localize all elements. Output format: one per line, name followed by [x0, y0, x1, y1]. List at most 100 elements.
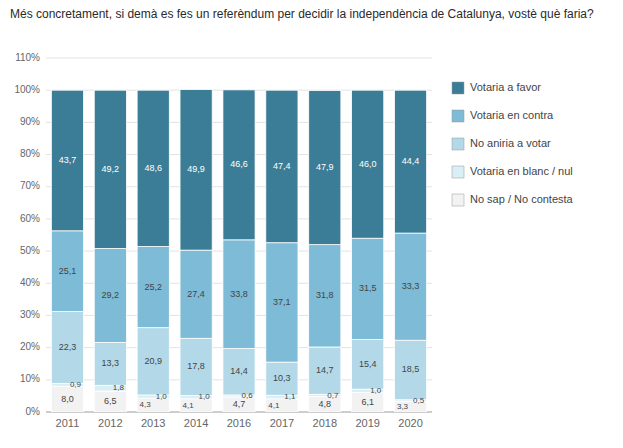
bar-segment	[394, 90, 426, 233]
x-tick-label: 2014	[184, 417, 208, 429]
data-label: 15,4	[359, 359, 377, 369]
bar-segment	[51, 231, 83, 312]
data-label: 20,9	[144, 356, 162, 366]
x-tick-label: 2012	[98, 417, 122, 429]
x-tick-label: 2017	[270, 417, 294, 429]
bar-segment	[223, 349, 255, 395]
data-label: 31,5	[359, 283, 377, 293]
data-label: 0,6	[241, 391, 253, 400]
legend-label: No sap / No contesta	[470, 193, 574, 205]
data-label: 4,3	[140, 400, 152, 409]
bar-segment	[223, 90, 255, 240]
bar-segment	[51, 312, 83, 384]
legend-label: Votaria a favor	[470, 81, 541, 93]
bar-segment	[266, 362, 298, 395]
grid-line	[46, 58, 432, 59]
legend-swatch	[452, 110, 464, 122]
bar-segment	[352, 238, 384, 339]
data-label: 1,0	[199, 392, 211, 401]
data-label: 4,7	[233, 399, 246, 409]
y-tick-label: 110%	[15, 52, 40, 63]
bar-segment	[352, 340, 384, 390]
bar-segment	[94, 391, 126, 412]
data-label: 37,1	[273, 297, 291, 307]
bar-segment	[394, 340, 426, 400]
bar-segment	[266, 243, 298, 362]
legend-swatch	[452, 82, 464, 94]
grid	[46, 58, 432, 412]
bar-segment	[180, 250, 212, 338]
data-labels: 8,06,54,34,14,74,14,86,13,30,91,81,01,00…	[59, 155, 425, 411]
bar-segment	[180, 338, 212, 395]
data-label: 44,4	[402, 156, 420, 166]
data-label: 25,1	[59, 266, 77, 276]
data-label: 43,7	[59, 155, 77, 165]
data-label: 8,0	[61, 394, 74, 404]
data-label: 33,8	[230, 289, 248, 299]
y-tick-label: 100%	[14, 84, 40, 95]
data-label: 22,3	[59, 342, 77, 352]
data-label: 33,3	[402, 281, 420, 291]
data-label: 4,1	[268, 401, 280, 410]
data-label: 46,0	[359, 159, 377, 169]
x-tick-label: 2018	[313, 417, 337, 429]
data-label: 6,5	[104, 396, 117, 406]
data-label: 0,5	[413, 396, 425, 405]
title: Més concretament, si demà es fes un refe…	[10, 6, 610, 22]
data-label: 14,4	[230, 366, 248, 376]
data-label: 27,4	[187, 289, 205, 299]
bar-segment	[51, 386, 83, 412]
data-label: 31,8	[316, 290, 334, 300]
data-label: 18,5	[402, 364, 420, 374]
data-label: 6,1	[361, 397, 374, 407]
bar-segment	[137, 247, 169, 328]
bar-segment	[309, 91, 341, 245]
data-label: 47,9	[316, 162, 334, 172]
bar-segment	[309, 347, 341, 394]
y-tick-label: 70%	[20, 180, 40, 191]
data-label: 25,2	[144, 282, 162, 292]
data-label: 1,0	[370, 386, 382, 395]
x-tick-label: 2020	[398, 417, 422, 429]
bar-segment	[266, 90, 298, 243]
legend-swatch	[452, 138, 464, 150]
bar-segment	[137, 328, 169, 395]
y-tick-label: 0%	[26, 406, 41, 417]
bar-segment	[94, 249, 126, 343]
data-label: 29,2	[102, 290, 120, 300]
bar-segment	[94, 90, 126, 248]
data-label: 47,4	[273, 161, 291, 171]
x-tick-label: 2016	[227, 417, 251, 429]
y-tick-label: 50%	[20, 245, 40, 256]
bar-segment	[51, 90, 83, 231]
bar-segment	[223, 240, 255, 349]
bar-segment	[309, 245, 341, 347]
y-tick-label: 60%	[20, 213, 40, 224]
bar-segment	[137, 90, 169, 246]
data-label: 1,0	[156, 392, 168, 401]
bar-segment	[94, 342, 126, 385]
data-label: 46,6	[230, 159, 248, 169]
y-tick-label: 20%	[20, 341, 40, 352]
y-tick-label: 30%	[20, 309, 40, 320]
data-label: 10,3	[273, 373, 291, 383]
data-label: 0,7	[327, 391, 339, 400]
bar-segment	[180, 90, 212, 251]
data-label: 49,2	[102, 164, 120, 174]
y-tick-label: 80%	[20, 148, 40, 159]
bar-segment	[352, 90, 384, 238]
data-label: 3,3	[397, 402, 409, 411]
data-label: 17,8	[187, 361, 205, 371]
legend: Votaria a favor Votaria en contra No aniri…	[452, 81, 574, 206]
y-tick-label: 40%	[20, 277, 40, 288]
data-label: 4,8	[319, 399, 332, 409]
legend-label: No aniria a votar	[470, 137, 551, 149]
x-tick-label: 2013	[141, 417, 165, 429]
y-tick-label: 90%	[20, 116, 40, 127]
legend-swatch	[452, 194, 464, 206]
data-label: 0,9	[70, 380, 82, 389]
bars	[51, 90, 426, 412]
data-label: 48,6	[144, 163, 162, 173]
legend-label: Votaria en contra	[470, 109, 554, 121]
data-label: 4,1	[183, 401, 195, 410]
